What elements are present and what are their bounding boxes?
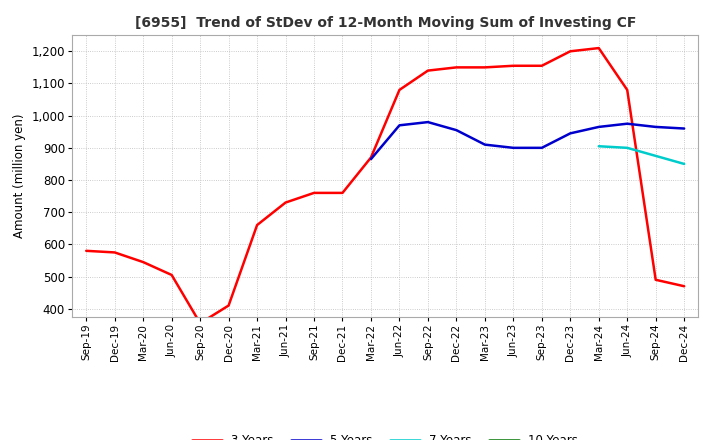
- 5 Years: [566, 131, 575, 136]
- Legend: 3 Years, 5 Years, 7 Years, 10 Years: 3 Years, 5 Years, 7 Years, 10 Years: [187, 430, 583, 440]
- 5 Years: [480, 142, 489, 147]
- 7 Years: [680, 161, 688, 167]
- Title: [6955]  Trend of StDev of 12-Month Moving Sum of Investing CF: [6955] Trend of StDev of 12-Month Moving…: [135, 16, 636, 30]
- Y-axis label: Amount (million yen): Amount (million yen): [13, 114, 26, 238]
- 3 Years: [395, 87, 404, 92]
- 7 Years: [595, 143, 603, 149]
- 5 Years: [366, 157, 375, 162]
- 7 Years: [623, 145, 631, 150]
- 5 Years: [680, 126, 688, 131]
- 5 Years: [595, 124, 603, 129]
- 3 Years: [537, 63, 546, 68]
- Line: 3 Years: 3 Years: [86, 48, 684, 323]
- 3 Years: [366, 155, 375, 160]
- 3 Years: [452, 65, 461, 70]
- 3 Years: [225, 303, 233, 308]
- 3 Years: [480, 65, 489, 70]
- 7 Years: [652, 153, 660, 158]
- 5 Years: [395, 123, 404, 128]
- 3 Years: [196, 321, 204, 326]
- 3 Years: [566, 49, 575, 54]
- 3 Years: [423, 68, 432, 73]
- 3 Years: [110, 250, 119, 255]
- 3 Years: [82, 248, 91, 253]
- Line: 5 Years: 5 Years: [371, 122, 684, 159]
- 3 Years: [595, 45, 603, 51]
- 5 Years: [652, 124, 660, 129]
- 5 Years: [623, 121, 631, 126]
- 5 Years: [423, 119, 432, 125]
- 3 Years: [167, 272, 176, 278]
- 3 Years: [282, 200, 290, 205]
- 5 Years: [537, 145, 546, 150]
- 3 Years: [310, 190, 318, 195]
- 5 Years: [452, 128, 461, 133]
- 5 Years: [509, 145, 518, 150]
- Line: 7 Years: 7 Years: [599, 146, 684, 164]
- 3 Years: [253, 223, 261, 228]
- 3 Years: [680, 284, 688, 289]
- 3 Years: [338, 190, 347, 195]
- 3 Years: [652, 277, 660, 282]
- 3 Years: [139, 260, 148, 265]
- 3 Years: [509, 63, 518, 68]
- 3 Years: [623, 87, 631, 92]
